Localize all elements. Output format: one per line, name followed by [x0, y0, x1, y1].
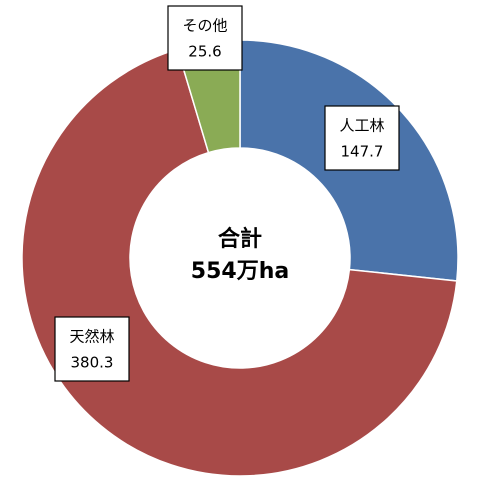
value-label: 25.6 — [188, 43, 221, 61]
label-box — [54, 316, 130, 382]
category-label: 人工林 — [339, 117, 384, 135]
center-title: 合計 — [218, 226, 262, 252]
value-label: 147.7 — [341, 143, 384, 161]
label-box — [167, 5, 243, 71]
value-label: 380.3 — [71, 354, 114, 372]
category-label: その他 — [182, 17, 227, 35]
label-box — [324, 105, 400, 171]
slice — [21, 48, 458, 477]
center-total: 554万ha — [191, 259, 289, 284]
category-label: 天然林 — [69, 328, 114, 346]
